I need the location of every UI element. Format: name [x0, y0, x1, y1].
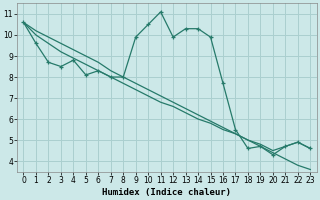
X-axis label: Humidex (Indice chaleur): Humidex (Indice chaleur)	[102, 188, 231, 197]
